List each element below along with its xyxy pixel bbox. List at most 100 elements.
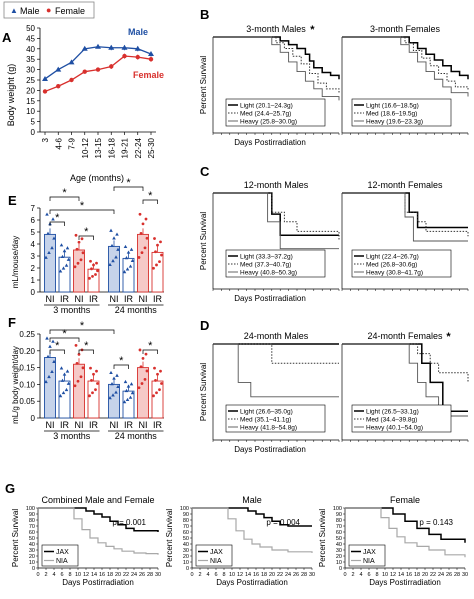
e-point <box>89 259 92 263</box>
f-point <box>91 391 94 395</box>
f-significance-star: * <box>62 328 67 340</box>
f-point <box>145 369 149 373</box>
f-point <box>51 339 55 343</box>
f-point <box>73 384 77 388</box>
b-females-curve-heavy <box>342 36 469 97</box>
a-point-male <box>81 45 88 51</box>
e-category-label: NI <box>139 294 148 304</box>
e-significance-star: * <box>126 177 131 189</box>
a-y-tick-label: 25 <box>26 76 35 85</box>
female-series-tag: Female <box>133 70 164 80</box>
e-y-tick-label: 5 <box>31 228 36 237</box>
b-females-legend-label: Light (16.6–18.5g) <box>366 103 419 110</box>
g-female-y-tick-label: 70 <box>336 524 342 530</box>
e-significance-bracket <box>78 235 94 240</box>
panel-label-g: G <box>5 481 15 496</box>
f-point <box>76 379 80 383</box>
c-females-curve-med <box>342 192 469 237</box>
e-group-label-24m: 24 months <box>115 305 158 315</box>
e-bar <box>122 257 135 293</box>
e-y-tick-label: 3 <box>31 252 36 261</box>
a-point-female <box>148 57 154 62</box>
b-males-curve-med <box>213 36 340 93</box>
f-point <box>159 369 162 373</box>
f-y-axis-title: mL/g body weight/day <box>11 346 20 424</box>
panel-label-b: B <box>200 7 209 22</box>
e-point <box>52 236 56 240</box>
e-point <box>75 247 79 251</box>
f-point <box>124 388 129 393</box>
g-male-x-tick-label: 22 <box>277 572 283 578</box>
f-point <box>58 394 63 398</box>
f-point <box>144 352 148 356</box>
g-male-y-tick-label: 50 <box>183 536 189 542</box>
b-males-curve-light <box>213 36 340 80</box>
g-combined-x-tick-label: 24 <box>131 572 137 578</box>
e-point <box>76 261 80 265</box>
g-male-y-tick-label: 20 <box>183 554 189 560</box>
f-significance-bracket <box>78 349 94 354</box>
g-male-y-tick-label: 0 <box>186 566 189 572</box>
c-females-curve-heavy <box>342 192 468 242</box>
g-female-y-tick-label: 80 <box>336 518 342 524</box>
e-point <box>158 260 161 264</box>
g-male-x-tick-label: 4 <box>206 572 209 578</box>
e-point <box>143 246 147 250</box>
a-point-male <box>68 59 75 65</box>
g-female-y-tick-label: 10 <box>336 560 342 566</box>
g-female-x-tick-label: 26 <box>446 572 452 578</box>
e-point <box>96 269 99 273</box>
f-point <box>96 382 99 385</box>
g-male-x-tick-label: 0 <box>190 572 193 578</box>
e-point <box>88 276 91 280</box>
a-x-tick-label: 22-24 <box>134 137 143 158</box>
e-category-label: NI <box>110 294 119 304</box>
f-point <box>89 366 92 370</box>
f-point <box>48 344 52 348</box>
e-point <box>58 269 63 273</box>
g-male-curve-nia <box>192 507 313 553</box>
e-significance-bracket <box>49 221 65 226</box>
f-point <box>160 382 163 385</box>
e-y-tick-label: 1 <box>31 276 36 285</box>
a-point-male <box>55 66 62 72</box>
a-y-tick-label: 10 <box>26 107 35 116</box>
a-y-tick-label: 45 <box>26 34 35 43</box>
a-point-male <box>95 43 101 49</box>
f-significance-bracket <box>142 349 158 354</box>
b-males-significance-star: * <box>310 24 315 36</box>
g-combined-y-axis-title: Percent Survival <box>11 509 20 567</box>
c-males-curve-heavy <box>213 192 339 250</box>
g-male-x-tick-label: 10 <box>229 572 235 578</box>
e-y-axis-title: mL/mouse/day <box>11 236 20 288</box>
g-male-y-axis-title: Percent Survival <box>165 509 174 567</box>
a-x-tick-label: 19-21 <box>121 137 130 158</box>
a-point-female <box>122 53 127 59</box>
e-significance-bracket <box>113 186 144 191</box>
a-point-female <box>69 77 74 83</box>
f-point <box>143 377 147 381</box>
a-x-tick-label: 25-30 <box>147 137 156 158</box>
e-point <box>77 240 81 244</box>
g-combined-y-tick-label: 10 <box>29 560 35 566</box>
g-female-x-tick-label: 0 <box>343 572 346 578</box>
f-point <box>137 386 141 390</box>
e-significance-star: * <box>80 200 85 212</box>
g-female-legend-label: JAX <box>363 549 376 556</box>
f-point <box>62 372 67 376</box>
f-point <box>110 382 114 386</box>
a-x-axis-title: Age (months) <box>70 173 124 183</box>
body-weight-chart: Male Female Body weight (g) Age (months)… <box>6 24 164 183</box>
g-female-title: Female <box>390 495 420 505</box>
g-male-curve-jax <box>192 507 312 527</box>
f-point <box>130 391 135 395</box>
g-female-x-axis-title: Days Postirradiation <box>369 578 441 587</box>
a-point-male <box>121 44 128 50</box>
g-female-x-tick-label: 10 <box>382 572 388 578</box>
g-female-pvalue: p = 0.143 <box>419 518 453 527</box>
e-point <box>61 266 66 270</box>
g-combined-x-tick-label: 2 <box>44 572 47 578</box>
g-female-y-tick-label: 90 <box>336 512 342 518</box>
e-group-label-3m: 3 months <box>53 305 91 315</box>
